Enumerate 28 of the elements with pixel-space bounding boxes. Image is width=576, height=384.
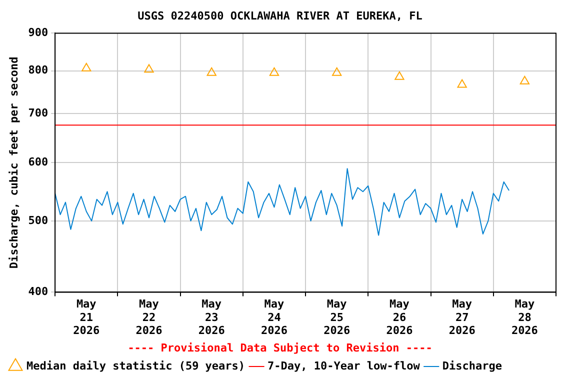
point — [394, 71, 404, 80]
x-tick-label: May 27 2026 — [448, 298, 476, 338]
point — [520, 76, 530, 84]
point — [332, 67, 342, 76]
y-tick-label: 400 — [28, 285, 48, 298]
chart-title: USGS 02240500 OCKLAWAHA RIVER AT EUREKA, FL — [138, 9, 423, 22]
text: ---- Provisional Data Subject to Revision ---- — [128, 341, 432, 354]
point — [206, 67, 216, 76]
x-tick-label: May 24 2026 — [260, 298, 288, 338]
y-tick-label: 900 — [28, 26, 48, 40]
x-tick-label: May 21 2026 — [73, 298, 100, 338]
y-tick-label: 600 — [28, 156, 48, 169]
y-tick-label: 800 — [28, 64, 48, 77]
legend-label: Median daily statistic (59 years) — [26, 359, 246, 372]
legend-label: 7-Day, 10-Year low-flow — [268, 359, 420, 372]
x-tick-label: May 25 2026 — [324, 298, 350, 338]
y-tick-label: 700 — [28, 106, 48, 120]
y-tick-label: 500 — [28, 214, 48, 227]
point — [144, 64, 154, 73]
legend-label: Discharge — [442, 359, 502, 372]
x-tick-label: May 22 2026 — [136, 298, 163, 338]
x-tick-label: May 23 2026 — [198, 298, 226, 338]
y-axis-title: Discharge, cubic feet per second — [7, 56, 20, 269]
x-tick-label: May 28 2026 — [511, 298, 538, 338]
point — [82, 62, 92, 72]
point — [457, 79, 467, 88]
point — [269, 67, 280, 76]
x-tick-label: May 26 2026 — [386, 298, 414, 338]
